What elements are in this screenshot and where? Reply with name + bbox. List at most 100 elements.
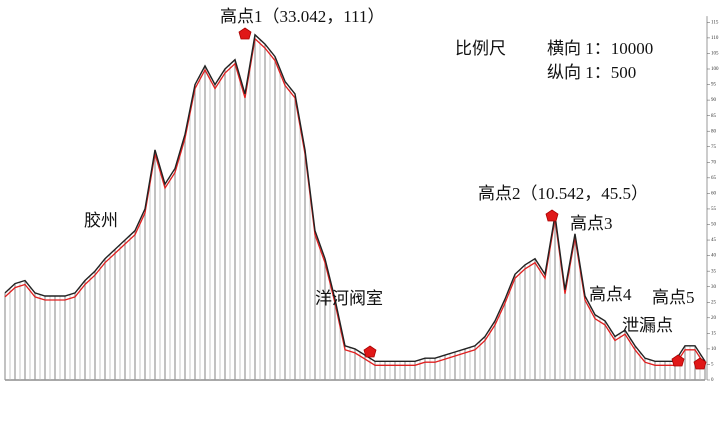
y-tick-label: 10 bbox=[711, 347, 717, 352]
y-tick-label: 0 bbox=[711, 378, 714, 383]
annotation: 高点3 bbox=[570, 214, 613, 233]
hatch-bar bbox=[624, 330, 626, 380]
hatch-bar bbox=[224, 69, 226, 380]
annotation: 高点1（33.042，111） bbox=[220, 7, 385, 26]
hatch-bar bbox=[204, 65, 206, 380]
hatch-bar bbox=[174, 168, 176, 380]
y-tick-label: 50 bbox=[711, 223, 717, 228]
hatch-bar bbox=[684, 345, 686, 380]
hatch-bar bbox=[284, 81, 286, 380]
hatch-bar bbox=[54, 296, 56, 380]
annotation: 高点5 bbox=[652, 288, 695, 307]
y-tick-label: 20 bbox=[711, 316, 717, 321]
hatch-bar bbox=[104, 258, 106, 380]
annotation: 泄漏点 bbox=[622, 316, 673, 335]
hatch-bar bbox=[274, 56, 276, 381]
profile-line bbox=[4, 33, 706, 362]
hatch-bar bbox=[354, 348, 356, 380]
y-tick-label: 35 bbox=[711, 269, 717, 274]
hatch-bar bbox=[154, 149, 156, 380]
hatch-bar bbox=[394, 361, 396, 380]
hatch-bar bbox=[194, 84, 196, 381]
scale-title: 比例尺 bbox=[455, 39, 506, 58]
hatch-bar bbox=[464, 348, 466, 380]
hatch-bar bbox=[214, 84, 216, 381]
hatch-bar bbox=[534, 258, 536, 380]
y-tick-label: 55 bbox=[711, 207, 717, 212]
y-tick-label: 95 bbox=[711, 83, 717, 88]
hatch-bar bbox=[74, 292, 76, 380]
y-tick-label: 45 bbox=[711, 238, 717, 243]
hatch-bar bbox=[4, 292, 6, 380]
y-tick-label: 5 bbox=[711, 363, 714, 368]
hatch-bar bbox=[484, 336, 486, 380]
hatch-bar bbox=[184, 134, 186, 380]
hatch-bar bbox=[404, 361, 406, 380]
high-point-marker bbox=[693, 357, 707, 370]
hatch-bar bbox=[114, 249, 116, 380]
hatch-bar bbox=[644, 358, 646, 380]
hatch-bar bbox=[164, 184, 166, 380]
hatch-bar bbox=[234, 59, 236, 381]
hatch-bar bbox=[314, 230, 316, 380]
hatch-bar bbox=[364, 355, 366, 380]
high-point-marker bbox=[238, 27, 252, 40]
plot: 0 5 10 15 20 25 30 35 40 45 50 55 60 65 70 75 80 85 90 95 10… bbox=[4, 16, 719, 383]
y-tick-label: 15 bbox=[711, 331, 717, 336]
hatch-bar bbox=[144, 208, 146, 380]
hatch-bar bbox=[524, 264, 526, 380]
hatch-bar bbox=[594, 314, 596, 380]
hatch-bar bbox=[374, 361, 376, 380]
hatch-bar bbox=[674, 361, 676, 380]
annotation: 高点4 bbox=[589, 285, 632, 304]
annotation: 高点2（10.542，45.5） bbox=[478, 184, 648, 203]
hatch-bar bbox=[544, 274, 546, 380]
hatch-bar bbox=[474, 345, 476, 380]
hatch-bar bbox=[344, 345, 346, 380]
hatch-bar bbox=[654, 361, 656, 380]
y-tick-label: 100 bbox=[711, 67, 719, 72]
annotation: 洋河阀室 bbox=[315, 289, 383, 308]
hatch-bar bbox=[334, 299, 336, 380]
hatch-bar bbox=[554, 215, 556, 380]
hatch-bar bbox=[34, 292, 36, 380]
hatch-bar bbox=[384, 361, 386, 380]
hatch-bar bbox=[584, 296, 586, 380]
hatch-bar bbox=[454, 352, 456, 380]
hatch-bar bbox=[704, 361, 706, 380]
hatch-bar bbox=[244, 93, 246, 380]
offset-line bbox=[4, 37, 706, 366]
markers bbox=[238, 27, 707, 370]
high-point-marker bbox=[545, 209, 559, 222]
hatch-bar bbox=[614, 336, 616, 380]
y-tick-label: 115 bbox=[711, 20, 719, 25]
hatch-bar bbox=[574, 233, 576, 380]
hatch-bar bbox=[124, 240, 126, 380]
y-tick-label: 70 bbox=[711, 160, 717, 165]
hatch-bar bbox=[434, 358, 436, 380]
y-tick-label: 30 bbox=[711, 285, 717, 290]
scale-vertical: 纵向 1：500 bbox=[547, 63, 636, 82]
leak-marker bbox=[671, 354, 685, 367]
hatch-bar bbox=[604, 320, 606, 380]
hatch-bar bbox=[264, 44, 266, 381]
y-tick-label: 90 bbox=[711, 98, 717, 103]
hatch-bar bbox=[634, 345, 636, 380]
hatch-bar bbox=[504, 299, 506, 380]
y-tick-label: 80 bbox=[711, 129, 717, 134]
y-tick-label: 110 bbox=[711, 36, 719, 41]
hatch-bar bbox=[254, 34, 256, 380]
y-tick-label: 40 bbox=[711, 254, 717, 259]
hatch-bar bbox=[664, 361, 666, 380]
hatch-bar bbox=[84, 280, 86, 380]
y-tick-label: 85 bbox=[711, 114, 717, 119]
annotation: 胶州 bbox=[84, 211, 118, 230]
hatch-bar bbox=[14, 283, 16, 380]
y-tick-label: 105 bbox=[711, 52, 719, 57]
hatch-bar bbox=[94, 271, 96, 380]
valve-marker bbox=[363, 345, 377, 358]
y-tick-label: 25 bbox=[711, 300, 717, 305]
hatch-bar bbox=[324, 258, 326, 380]
hatch-bar bbox=[514, 274, 516, 380]
hatch-bar bbox=[494, 320, 496, 380]
